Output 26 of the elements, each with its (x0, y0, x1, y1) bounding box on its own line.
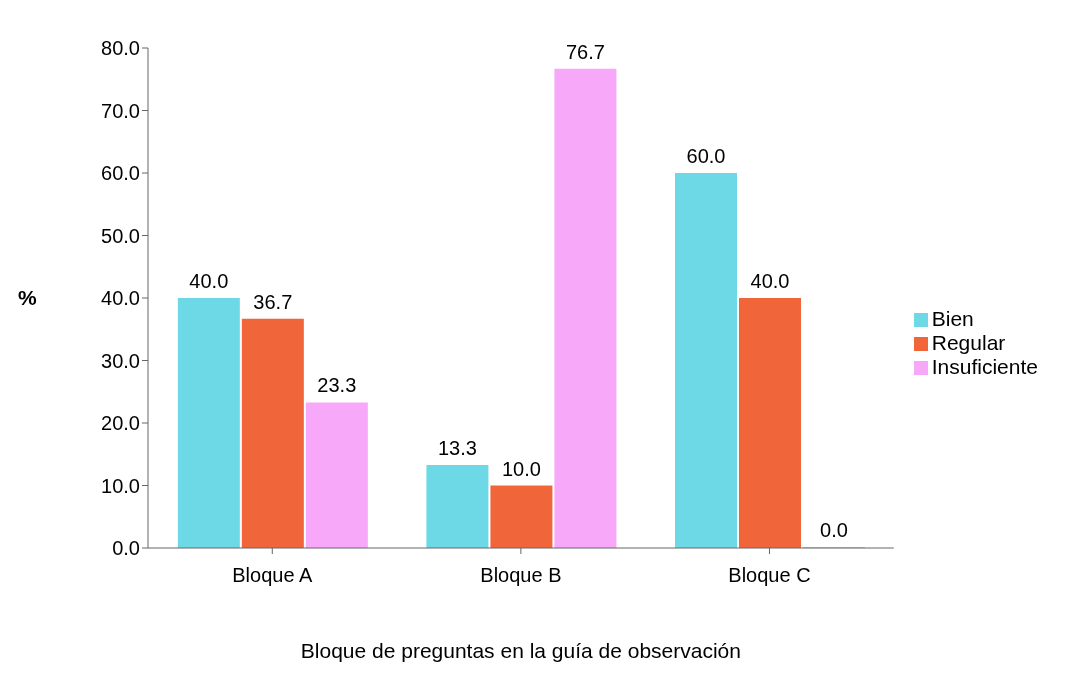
x-tick-label: Bloque C (728, 564, 811, 587)
y-tick-label: 50.0 (101, 224, 140, 247)
data-label: 40.0 (750, 270, 790, 292)
legend-label: Regular (931, 331, 1006, 354)
x-tick-label: Bloque A (232, 564, 313, 587)
y-tick-label: 0.0 (112, 537, 140, 560)
y-tick-label: 10.0 (101, 474, 140, 497)
legend-label: Insuficiente (931, 355, 1038, 378)
y-tick-label: 70.0 (101, 99, 140, 122)
y-tick-label: 60.0 (101, 162, 140, 185)
data-label: 23.3 (317, 374, 357, 397)
data-label: 10.0 (501, 457, 541, 480)
x-tick-label: Bloque B (480, 564, 562, 587)
data-label: 13.3 (437, 436, 477, 459)
legend-label: Bien (931, 307, 974, 330)
data-label: 0.0 (820, 519, 848, 541)
x-axis-title: Bloque de preguntas en la guía de observación (300, 639, 741, 662)
data-label: 60.0 (686, 145, 726, 167)
data-label: 36.7 (253, 290, 293, 313)
y-tick-label: 30.0 (101, 349, 140, 372)
y-tick-label: 80.0 (101, 37, 140, 60)
y-axis-title: % (18, 286, 37, 310)
y-tick-label: 40.0 (101, 287, 140, 310)
y-tick-label: 20.0 (101, 412, 140, 435)
data-label: 40.0 (189, 270, 229, 292)
data-label: 76.7 (565, 40, 605, 63)
